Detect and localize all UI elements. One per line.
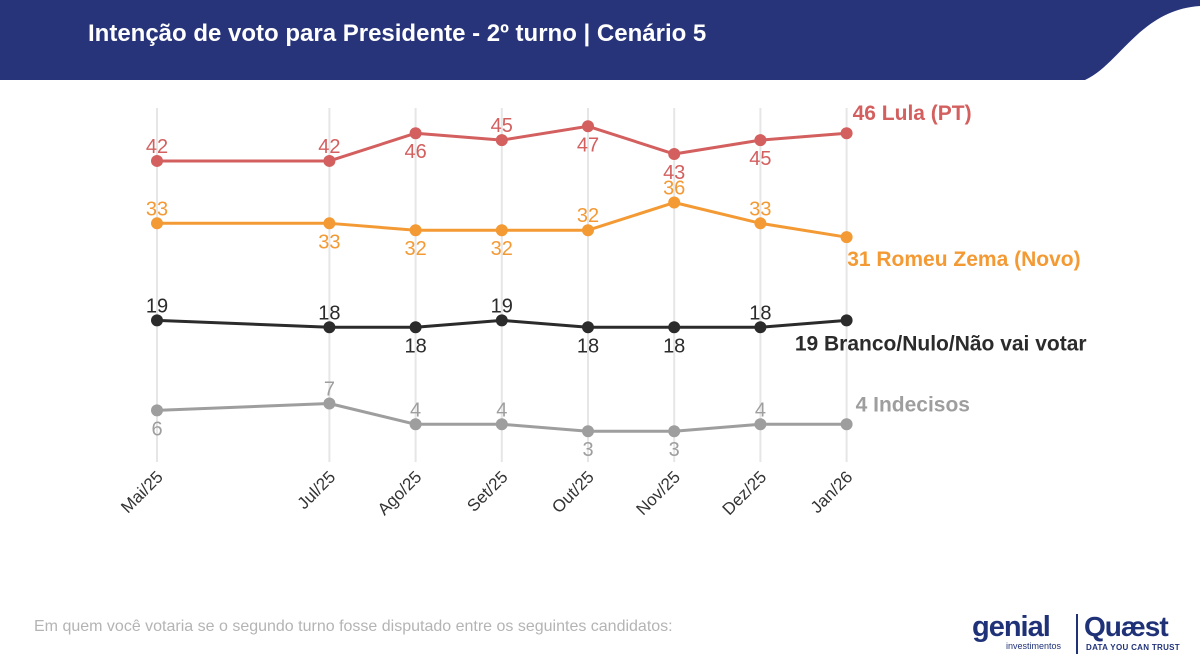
data-label-lula-pt-mai-25: 42 — [146, 136, 168, 158]
data-label-branco-nulo-nao-vai-votar-nov-25: 18 — [663, 335, 685, 357]
data-label-branco-nulo-nao-vai-votar-mai-25: 19 — [146, 295, 168, 317]
data-point-branco-nulo-nao-vai-votar-jan-26 — [840, 314, 853, 327]
series-line-lula-pt — [157, 124, 847, 163]
series-line-romeu-zema-novo — [157, 201, 847, 239]
x-tick-label-mai-25: Mai/25 — [117, 467, 167, 517]
data-point-romeu-zema-novo-ago-25 — [409, 224, 422, 237]
data-point-lula-pt-out-25 — [582, 120, 594, 133]
x-tick-label-jan-26: Jan/26 — [807, 467, 857, 517]
data-label-indecisos-out-25: 3 — [582, 439, 593, 461]
data-label-lula-pt-nov-25: 43 — [663, 162, 685, 184]
genial-logo-subtitle: investimentos — [1006, 641, 1062, 651]
quaest-logo: Quæst — [1084, 611, 1169, 642]
x-axis-tick-labels: Mai/25 Jul/25 Ago/25 Set/25 Out/25 Nov/25 Dez/… — [117, 467, 856, 519]
data-point-romeu-zema-novo-set-25 — [495, 224, 508, 237]
x-tick-label-dez-25: Dez/25 — [719, 467, 771, 519]
data-point-romeu-zema-novo-jul-25 — [323, 217, 336, 230]
x-tick-label-set-25: Set/25 — [463, 467, 511, 515]
data-point-branco-nulo-nao-vai-votar-ago-25 — [409, 321, 422, 334]
data-point-romeu-zema-novo-jan-26 — [840, 231, 853, 244]
brand-logos: genial investimentos Quæst DATA YOU CAN … — [972, 612, 1182, 656]
data-label-branco-nulo-nao-vai-votar-dez-25: 18 — [749, 302, 771, 324]
data-point-romeu-zema-novo-mai-25 — [151, 217, 163, 230]
data-point-branco-nulo-nao-vai-votar-out-25 — [582, 321, 594, 334]
chart-gridlines — [156, 108, 848, 462]
x-tick-label-out-25: Out/25 — [548, 467, 598, 517]
data-label-branco-nulo-nao-vai-votar-set-25: 19 — [491, 295, 513, 317]
data-label-lula-pt-set-25: 45 — [491, 115, 513, 137]
header-banner: Intenção de voto para Presidente - 2º tu… — [0, 0, 1200, 92]
data-label-indecisos-dez-25: 4 — [755, 399, 766, 421]
data-label-romeu-zema-novo-out-25: 32 — [577, 205, 599, 227]
data-label-indecisos-nov-25: 3 — [669, 439, 680, 461]
quaest-logo-tagline: DATA YOU CAN TRUST — [1086, 643, 1180, 652]
header-background-shape — [0, 0, 1200, 80]
data-point-indecisos-jul-25 — [323, 397, 336, 410]
data-point-branco-nulo-nao-vai-votar-set-25 — [495, 314, 508, 327]
data-point-indecisos-out-25 — [582, 425, 594, 438]
x-tick-label-jul-25: Jul/25 — [294, 467, 340, 513]
data-point-lula-pt-set-25 — [495, 134, 508, 147]
data-label-indecisos-set-25: 4 — [496, 399, 507, 421]
x-tick-label-nov-25: Nov/25 — [632, 467, 684, 519]
data-label-romeu-zema-novo-set-25: 32 — [491, 238, 513, 260]
series-end-label-branco-nulo-nao-vai-votar: 19 Branco/Nulo/Não vai votar — [795, 332, 1087, 355]
data-point-branco-nulo-nao-vai-votar-dez-25 — [754, 321, 767, 334]
page-title: Intenção de voto para Presidente - 2º tu… — [88, 20, 707, 47]
series-end-label-indecisos: 4 Indecisos — [856, 393, 970, 416]
data-point-indecisos-jan-26 — [840, 418, 853, 431]
data-point-lula-pt-dez-25 — [754, 134, 767, 147]
series-end-label-romeu-zema-novo: 31 Romeu Zema (Novo) — [847, 248, 1080, 271]
data-point-indecisos-nov-25 — [668, 425, 681, 438]
data-label-romeu-zema-novo-dez-25: 33 — [749, 198, 771, 220]
data-label-branco-nulo-nao-vai-votar-ago-25: 18 — [404, 335, 426, 357]
data-point-indecisos-dez-25 — [754, 418, 767, 431]
data-point-lula-pt-jul-25 — [323, 154, 336, 167]
data-point-lula-pt-mai-25 — [151, 154, 163, 167]
data-point-indecisos-ago-25 — [409, 418, 422, 431]
data-point-branco-nulo-nao-vai-votar-nov-25 — [668, 321, 681, 334]
survey-question-note: Em quem você votaria se o segundo turno … — [34, 618, 673, 635]
data-point-romeu-zema-novo-nov-25 — [668, 196, 681, 209]
x-tick-label-ago-25: Ago/25 — [374, 467, 426, 519]
series-line-branco-nulo-nao-vai-votar — [156, 318, 847, 329]
data-label-indecisos-jul-25: 7 — [324, 378, 335, 400]
genial-logo: genial — [972, 611, 1051, 643]
data-point-lula-pt-nov-25 — [668, 148, 681, 161]
data-label-lula-pt-ago-25: 46 — [404, 141, 426, 163]
data-label-branco-nulo-nao-vai-votar-out-25: 18 — [577, 335, 599, 357]
data-point-lula-pt-ago-25 — [409, 127, 422, 140]
data-point-indecisos-mai-25 — [151, 404, 163, 417]
series-line-indecisos — [156, 401, 847, 433]
data-label-romeu-zema-novo-nov-25: 36 — [663, 178, 685, 200]
logo-divider — [1076, 614, 1078, 654]
data-point-branco-nulo-nao-vai-votar-mai-25 — [151, 314, 163, 327]
data-point-lula-pt-jan-26 — [840, 127, 853, 140]
data-point-romeu-zema-novo-dez-25 — [754, 217, 767, 230]
data-label-romeu-zema-novo-ago-25: 32 — [404, 238, 426, 260]
data-point-romeu-zema-novo-out-25 — [582, 224, 594, 237]
data-label-branco-nulo-nao-vai-votar-jul-25: 18 — [318, 302, 340, 324]
series-end-label-lula-pt: 46 Lula (PT) — [853, 102, 972, 125]
data-point-indecisos-set-25 — [495, 418, 508, 431]
data-label-indecisos-ago-25: 4 — [410, 399, 421, 421]
data-label-lula-pt-dez-25: 45 — [749, 148, 771, 170]
data-label-lula-pt-out-25: 47 — [577, 134, 599, 156]
data-label-romeu-zema-novo-jul-25: 33 — [318, 231, 340, 253]
data-label-indecisos-mai-25: 6 — [151, 418, 162, 440]
data-label-romeu-zema-novo-mai-25: 33 — [146, 198, 168, 220]
data-point-branco-nulo-nao-vai-votar-jul-25 — [323, 321, 336, 334]
data-label-lula-pt-jul-25: 42 — [318, 136, 340, 158]
